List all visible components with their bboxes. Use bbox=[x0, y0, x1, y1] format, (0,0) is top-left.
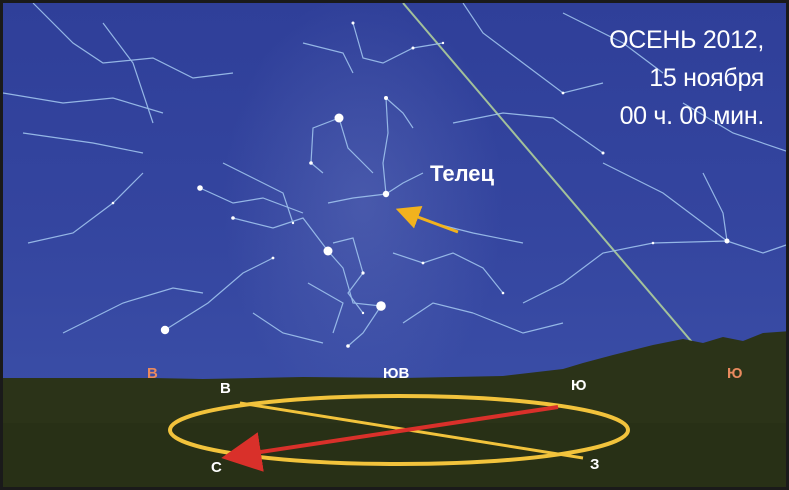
meridian-arrow bbox=[221, 405, 559, 472]
compass-label-north: С bbox=[211, 459, 222, 476]
taurus-label: Телец bbox=[430, 161, 495, 186]
horizon-label-east: В bbox=[147, 365, 158, 382]
stars bbox=[111, 21, 730, 348]
compass-label-east: В bbox=[220, 380, 231, 397]
milky-way-glow bbox=[223, 3, 503, 413]
caption-time: 00 ч. 00 мин. bbox=[619, 102, 765, 130]
ecliptic-line bbox=[402, 3, 704, 356]
compass-label-south: Ю bbox=[571, 377, 587, 394]
horizon-label-southeast: ЮВ bbox=[383, 365, 410, 382]
caption-date: 15 ноября bbox=[649, 64, 764, 92]
pointer-arrow bbox=[395, 205, 459, 234]
sky-chart bbox=[3, 3, 786, 487]
caption-season: ОСЕНЬ 2012, bbox=[609, 26, 764, 54]
constellation-lines bbox=[3, 3, 786, 347]
orientation-ellipse bbox=[168, 394, 630, 466]
compass-label-west: З bbox=[590, 456, 600, 473]
horizon-label-south: Ю bbox=[727, 365, 743, 382]
